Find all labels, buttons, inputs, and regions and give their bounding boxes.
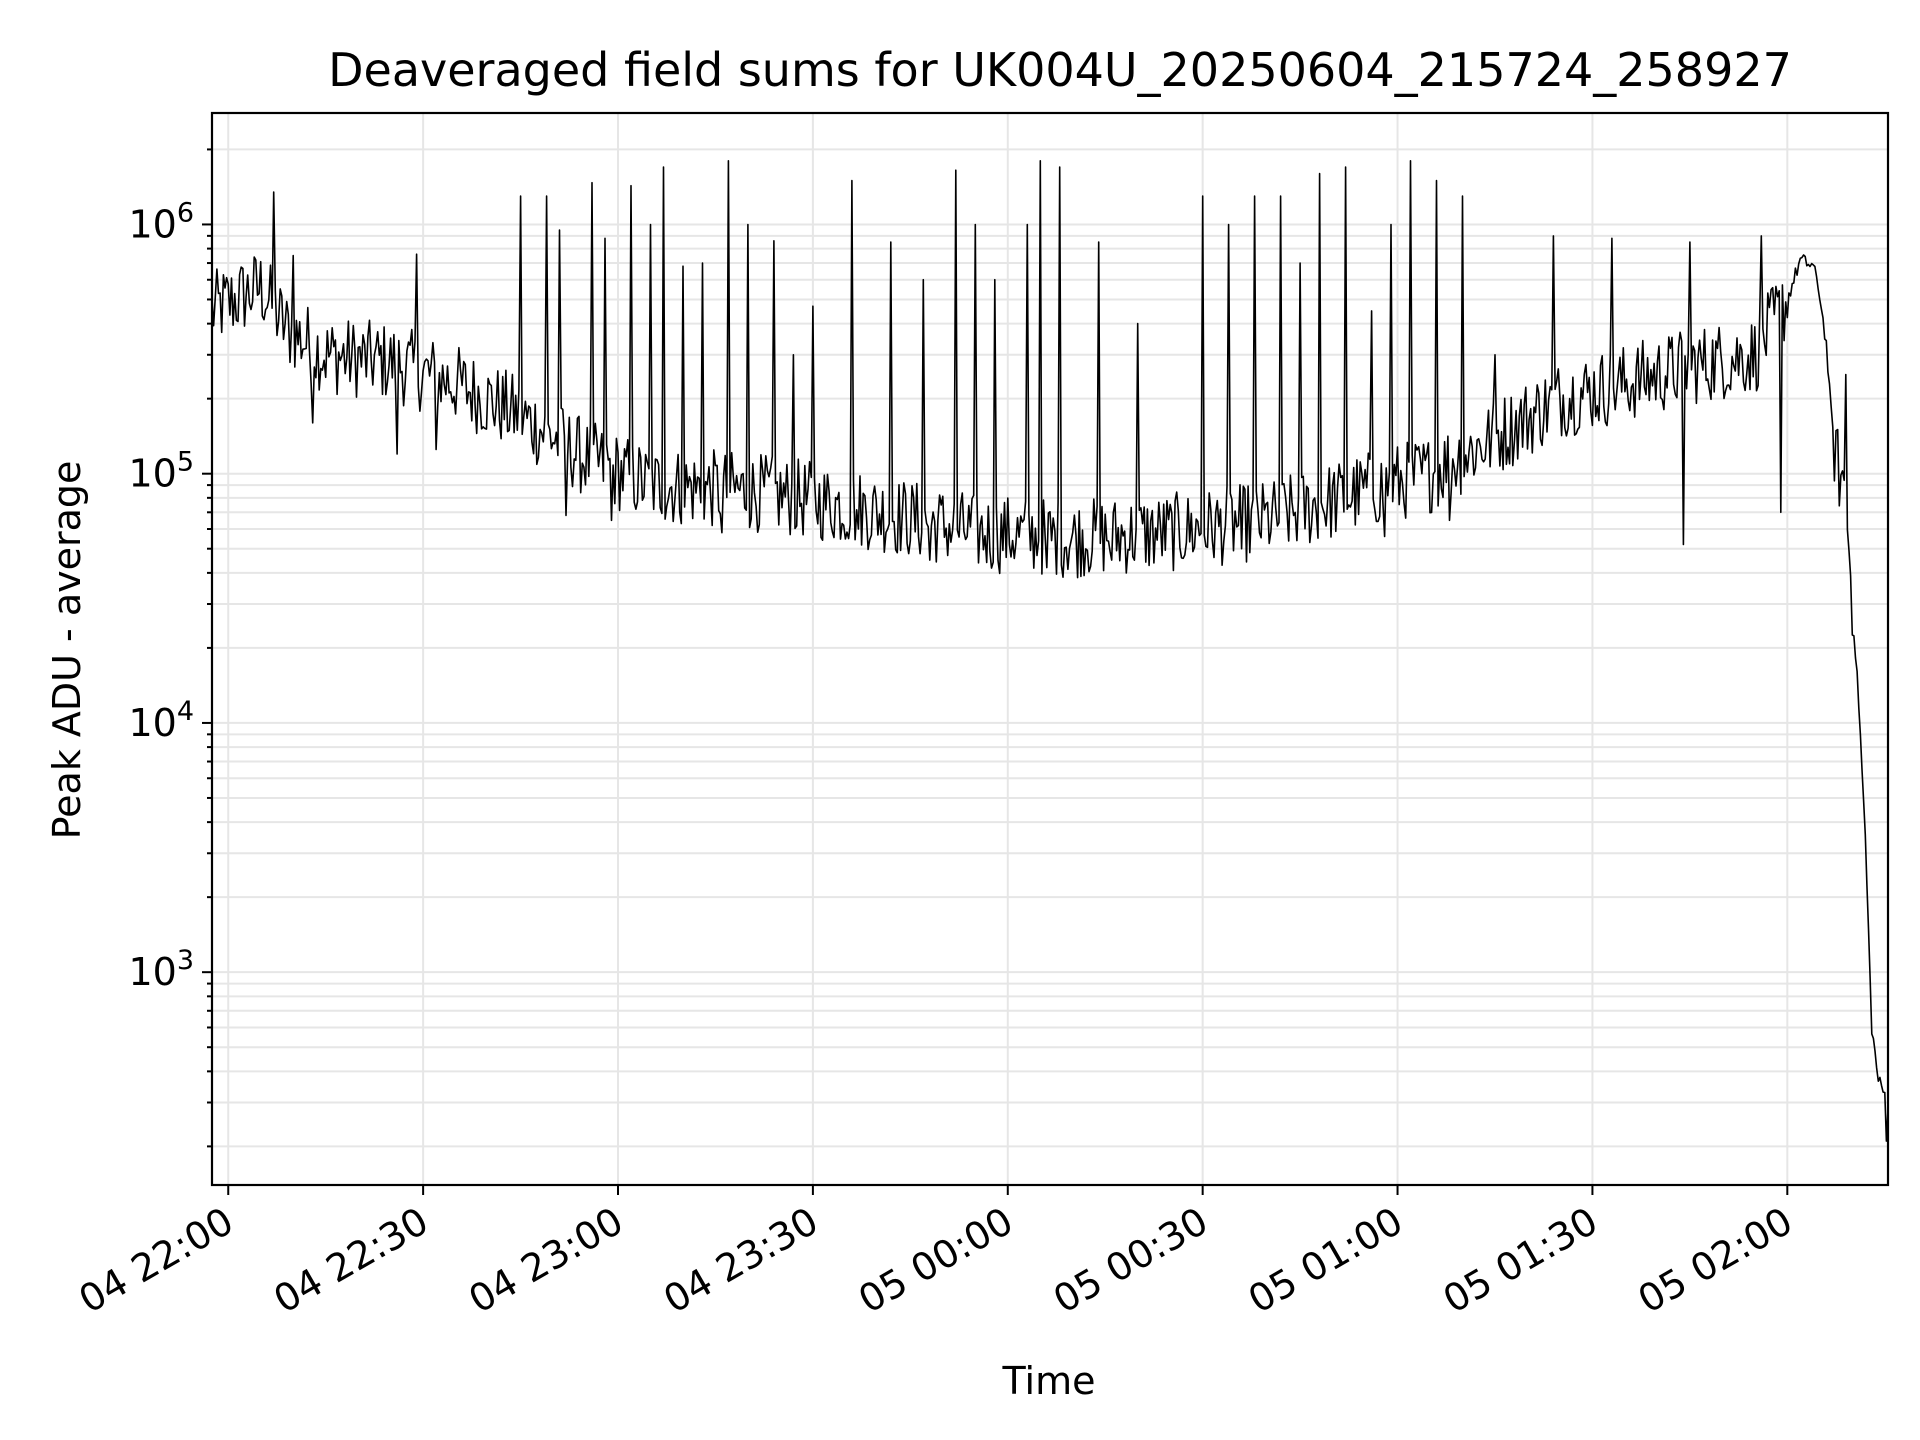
x-tick-label: 04 23:30	[656, 1199, 825, 1322]
y-tick-label: 105	[128, 447, 194, 496]
x-axis-label: Time	[1002, 1359, 1096, 1403]
y-axis-label: Peak ADU - average	[45, 461, 89, 840]
x-tick-label: 05 00:30	[1046, 1199, 1215, 1322]
y-tick-label: 106	[128, 197, 194, 246]
x-tick-label: 05 01:30	[1436, 1199, 1605, 1322]
series-line	[211, 160, 1889, 1142]
x-tick-label: 05 01:00	[1241, 1199, 1410, 1322]
y-tick-label: 103	[128, 945, 194, 994]
chart-title: Deaveraged field sums for UK004U_2025060…	[328, 43, 1792, 97]
x-tick-label: 05 00:00	[851, 1199, 1020, 1322]
x-tick-label: 05 02:00	[1631, 1199, 1800, 1322]
x-tick-label: 04 23:00	[461, 1199, 630, 1322]
series-layer	[211, 160, 1889, 1142]
x-tick-label: 04 22:00	[72, 1199, 241, 1322]
plot-frame	[210, 111, 1890, 1187]
grid-lines	[212, 113, 1888, 1185]
x-tick-label: 04 22:30	[266, 1199, 435, 1322]
y-tick-label: 104	[128, 696, 194, 745]
